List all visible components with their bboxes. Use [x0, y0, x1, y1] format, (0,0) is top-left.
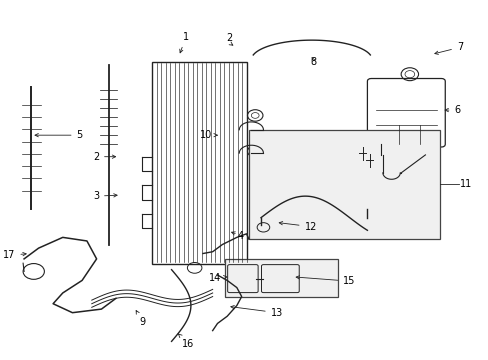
Text: 10: 10: [200, 130, 212, 140]
Text: 8: 8: [309, 57, 316, 67]
Bar: [224, 259, 338, 297]
Text: 5: 5: [35, 130, 82, 140]
Bar: [152, 62, 246, 264]
Text: 16: 16: [178, 334, 194, 348]
Text: 4: 4: [237, 231, 243, 240]
Text: 9: 9: [136, 311, 145, 327]
Text: 14: 14: [209, 273, 226, 283]
Text: 1: 1: [180, 32, 189, 53]
Text: 6: 6: [444, 105, 460, 115]
Text: 15: 15: [296, 276, 355, 286]
Text: 12: 12: [279, 221, 316, 231]
Text: 2: 2: [93, 152, 115, 162]
Text: 17: 17: [3, 250, 26, 260]
Text: 3: 3: [93, 191, 117, 201]
Bar: [248, 130, 439, 239]
Text: 11: 11: [459, 179, 471, 189]
Text: 2: 2: [226, 33, 232, 43]
Text: 13: 13: [230, 306, 283, 318]
Text: 7: 7: [434, 42, 462, 54]
